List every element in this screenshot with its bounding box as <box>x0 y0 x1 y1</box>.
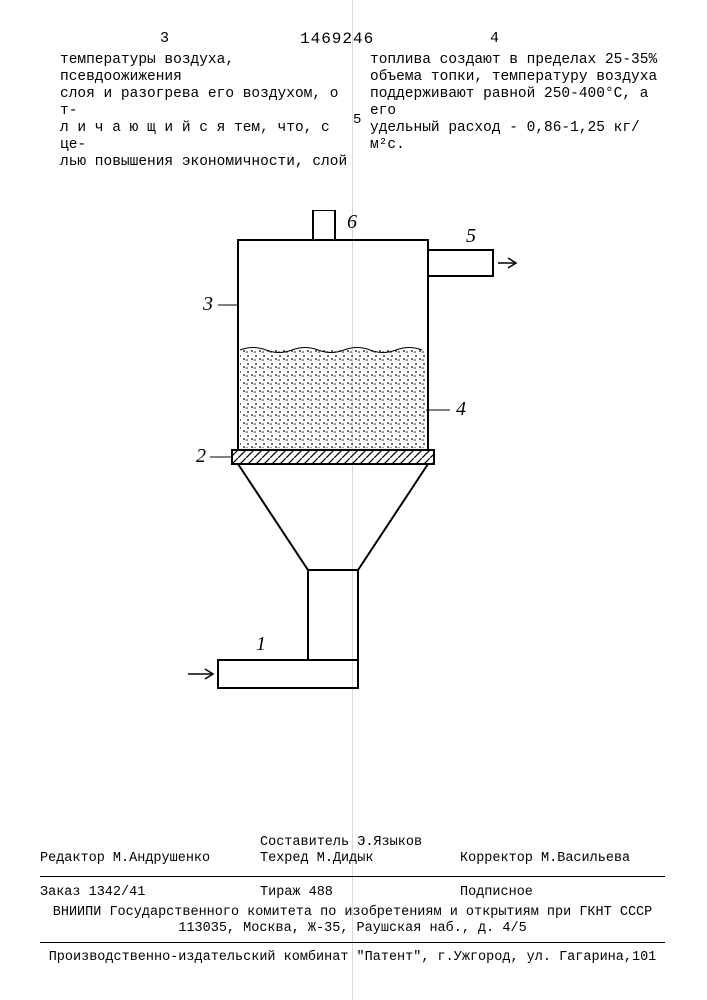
text-column-right: топлива создают в пределах 25-35% объема… <box>370 52 670 154</box>
editor-label: Редактор <box>40 851 105 866</box>
subscription: Подписное <box>460 885 533 901</box>
compiler-label: Составитель <box>260 835 349 850</box>
tirazh: Тираж 488 <box>260 885 460 901</box>
line-marker-5: 5 <box>353 112 361 128</box>
diagram-label-3: 3 <box>202 293 213 315</box>
corrector-label: Корректор <box>460 851 533 866</box>
text-column-left: температуры воздуха, псевдоожижения слоя… <box>60 52 350 171</box>
page-number-left: 3 <box>160 30 169 47</box>
diagram-label-4: 4 <box>456 398 466 420</box>
patent-number: 1469246 <box>300 30 374 48</box>
diagram-label-6: 6 <box>347 211 357 233</box>
page: 3 1469246 4 температуры воздуха, псевдоо… <box>0 0 707 1000</box>
order-line: Заказ 1342/41 Тираж 488 Подписное <box>40 885 665 901</box>
techred-label: Техред <box>260 851 309 866</box>
corrector-name: М.Васильева <box>541 851 630 866</box>
compiler-name: Э.Языков <box>357 835 422 850</box>
institution-block: ВНИИПИ Государственного комитета по изоб… <box>40 905 665 937</box>
divider-line-1 <box>40 876 665 877</box>
page-number-right: 4 <box>490 30 499 47</box>
diagram-label-1: 1 <box>256 633 266 655</box>
diagram-label-2: 2 <box>196 445 206 467</box>
credits-block: Составитель Э.Языков Редактор М.Андрушен… <box>40 835 665 867</box>
institution-line-2: 113035, Москва, Ж-35, Раушская наб., д. … <box>40 921 665 937</box>
institution-line-1: ВНИИПИ Государственного комитета по изоб… <box>40 905 665 921</box>
diagram-label-5: 5 <box>466 225 476 247</box>
publisher-line: Производственно-издательский комбинат "П… <box>40 950 665 966</box>
order-number: Заказ 1342/41 <box>40 885 260 901</box>
techred-name: М.Дидык <box>317 851 374 866</box>
apparatus-diagram: 3 2 1 4 5 6 <box>158 210 518 710</box>
editor-name: М.Андрушенко <box>113 851 210 866</box>
divider-line-2 <box>40 942 665 943</box>
